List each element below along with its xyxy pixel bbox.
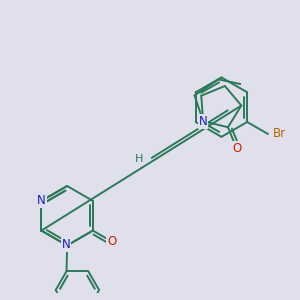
Text: O: O <box>107 235 116 248</box>
Text: H: H <box>135 154 143 164</box>
Text: O: O <box>232 142 241 155</box>
Text: N: N <box>61 238 70 251</box>
Text: N: N <box>37 194 46 207</box>
Text: Br: Br <box>273 128 286 140</box>
Text: N: N <box>199 115 208 128</box>
